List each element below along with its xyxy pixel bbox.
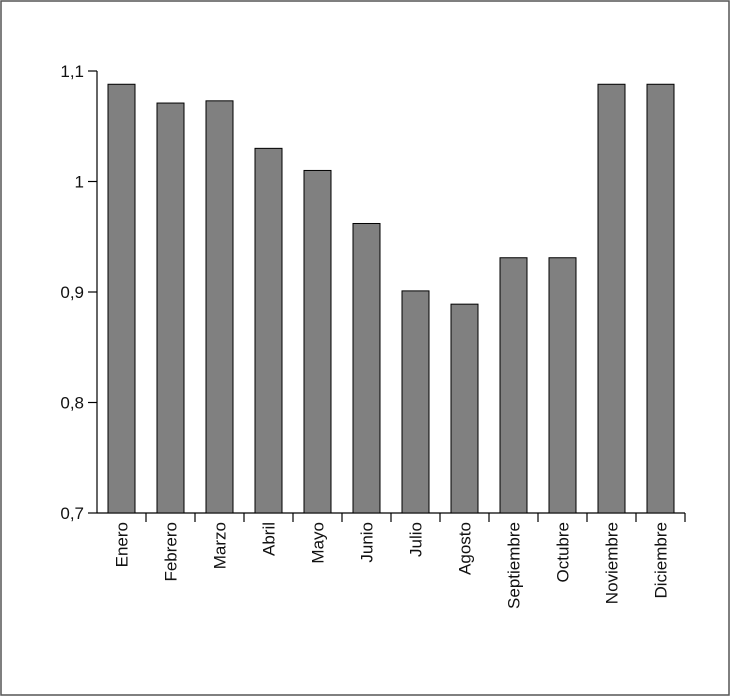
bar (548, 257, 577, 514)
bar (646, 83, 675, 514)
bar (450, 303, 479, 514)
y-tick-label: 0,7 (60, 504, 84, 523)
x-tick-label: Diciembre (652, 522, 671, 599)
y-tick-label: 1 (75, 173, 84, 192)
x-tick-label: Junio (358, 522, 377, 563)
x-tick-label: Abril (260, 522, 279, 556)
y-tick-label: 1,1 (60, 62, 84, 81)
bar (597, 83, 626, 514)
x-tick-label: Mayo (309, 522, 328, 564)
x-tick-label: Agosto (456, 522, 475, 575)
x-tick-label: Septiembre (505, 522, 524, 609)
bar (303, 169, 332, 514)
x-tick-label: Julio (407, 522, 426, 557)
x-tick-label: Marzo (211, 522, 230, 569)
x-tick-label: Octubre (554, 522, 573, 582)
bar (254, 147, 283, 514)
y-tick-label: 0,9 (60, 283, 84, 302)
x-tick-label: Noviembre (603, 522, 622, 604)
bar (107, 83, 136, 514)
x-tick-label: Enero (113, 522, 132, 567)
bar (499, 257, 528, 514)
bar (401, 290, 430, 514)
bar (156, 102, 185, 514)
x-tick-label: Febrero (162, 522, 181, 582)
bar (352, 222, 381, 514)
y-tick-label: 0,8 (60, 394, 84, 413)
bar (205, 100, 234, 514)
